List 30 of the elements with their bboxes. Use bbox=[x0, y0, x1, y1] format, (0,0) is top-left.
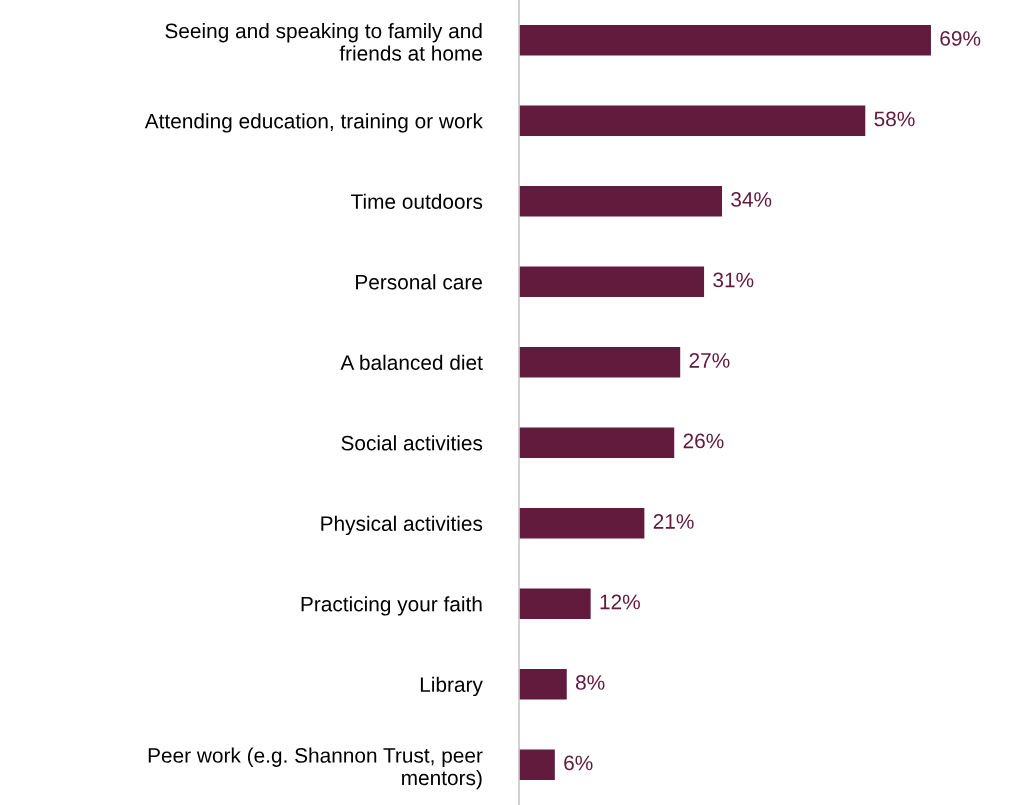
y-tick-label: Peer work (e.g. Shannon Trust, peer mentors) bbox=[148, 747, 483, 790]
data-label: 6% bbox=[564, 755, 593, 771]
y-tick-label: Practicing your faith bbox=[301, 596, 482, 616]
y-tick-label: Physical activities bbox=[321, 515, 483, 536]
bar bbox=[519, 346, 681, 378]
data-label: 27% bbox=[689, 353, 730, 368]
data-label: 26% bbox=[683, 433, 724, 449]
data-label: 12% bbox=[600, 594, 640, 610]
bar bbox=[519, 24, 931, 56]
y-tick-label: Social activities bbox=[341, 435, 483, 451]
y-tick-label: Personal care bbox=[356, 274, 482, 290]
data-label: 34% bbox=[731, 192, 772, 207]
data-label: 69% bbox=[940, 31, 981, 46]
y-tick-label: Time outdoors bbox=[350, 193, 483, 209]
data-label: 8% bbox=[576, 675, 605, 690]
y-tick-label: Library bbox=[420, 676, 483, 697]
data-label: 58% bbox=[874, 111, 915, 127]
bar bbox=[519, 668, 567, 700]
bar bbox=[519, 105, 866, 137]
bar bbox=[519, 588, 591, 620]
y-tick-label: A balanced diet bbox=[340, 354, 483, 370]
data-label: 31% bbox=[713, 272, 754, 288]
bar bbox=[519, 427, 675, 459]
bar bbox=[519, 749, 555, 781]
y-tick-label: Attending education, training or work bbox=[144, 113, 483, 133]
bar bbox=[519, 507, 645, 539]
data-label: 21% bbox=[653, 514, 694, 529]
y-tick-label: Seeing and speaking to family and friends at home bbox=[165, 22, 482, 61]
bar bbox=[519, 266, 705, 298]
bar bbox=[519, 185, 722, 217]
